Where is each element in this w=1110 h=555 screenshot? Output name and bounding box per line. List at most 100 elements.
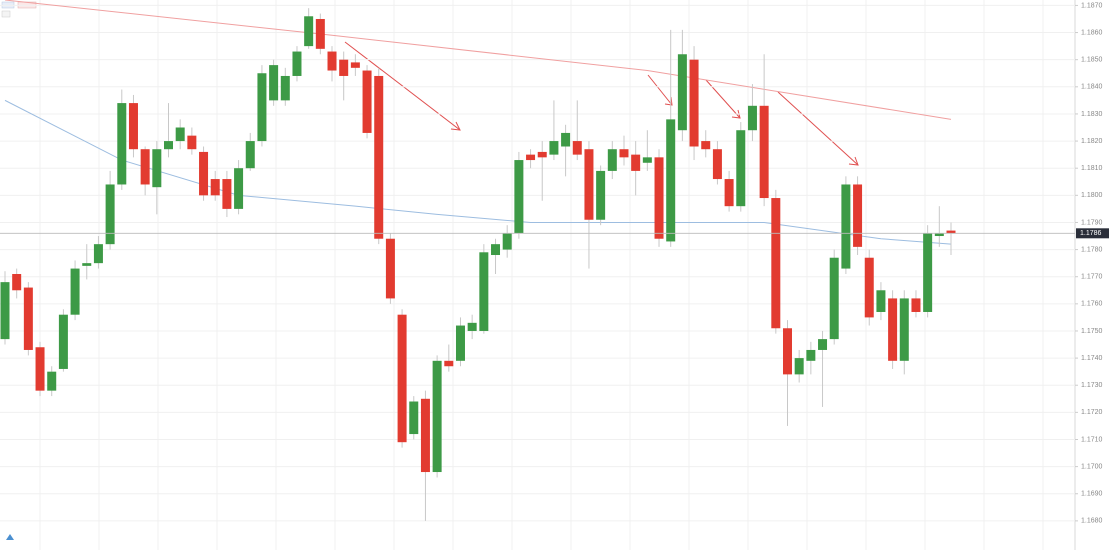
candle-body bbox=[666, 119, 676, 242]
candle-body bbox=[175, 127, 185, 142]
candle-body bbox=[782, 328, 792, 375]
y-tick-label: 1.1830 bbox=[1081, 111, 1103, 118]
candle-body bbox=[58, 314, 68, 369]
y-tick-label: 1.1840 bbox=[1081, 84, 1103, 91]
candle-body bbox=[864, 257, 874, 318]
candle-body bbox=[374, 75, 384, 239]
y-tick-label: 1.1850 bbox=[1081, 57, 1103, 64]
arrow-head bbox=[848, 156, 859, 166]
candle-body bbox=[747, 105, 757, 131]
candle-body bbox=[934, 233, 944, 237]
y-tick-label: 1.1730 bbox=[1081, 382, 1103, 389]
candle-body bbox=[467, 322, 477, 331]
candle-body bbox=[82, 263, 92, 266]
candle-body bbox=[514, 160, 524, 234]
candle-body bbox=[70, 268, 80, 315]
y-tick-label: 1.1760 bbox=[1081, 301, 1103, 308]
candle-body bbox=[339, 59, 349, 76]
arrow bbox=[344, 41, 461, 131]
candle-body bbox=[946, 230, 956, 234]
candle-body bbox=[12, 274, 22, 291]
candle-body bbox=[105, 184, 115, 245]
candle-body bbox=[923, 233, 933, 312]
candle-body bbox=[876, 290, 886, 312]
candle-body bbox=[327, 51, 337, 71]
candle-body bbox=[245, 141, 255, 169]
candle-body bbox=[292, 51, 302, 76]
candle-body bbox=[479, 252, 489, 331]
candle-body bbox=[689, 59, 699, 147]
y-tick-label: 1.1800 bbox=[1081, 192, 1103, 199]
candle-body bbox=[911, 298, 921, 312]
arrow bbox=[777, 91, 859, 166]
candle-body bbox=[853, 184, 863, 247]
candle-body bbox=[502, 233, 512, 250]
candle-body bbox=[350, 62, 360, 68]
candle-body bbox=[93, 244, 103, 264]
candle-body bbox=[199, 151, 209, 196]
candle-body bbox=[35, 347, 45, 391]
legend-icon[interactable] bbox=[1, 10, 11, 18]
candle-body bbox=[619, 149, 629, 158]
candle-body bbox=[736, 130, 746, 207]
candle-body bbox=[759, 105, 769, 199]
candle-body bbox=[642, 157, 652, 163]
candle-body bbox=[432, 360, 442, 473]
y-tick-label: 1.1740 bbox=[1081, 355, 1103, 362]
y-tick-label: 1.1820 bbox=[1081, 138, 1103, 145]
y-tick-label: 1.1720 bbox=[1081, 409, 1103, 416]
candle-body bbox=[409, 401, 419, 435]
candle-body bbox=[561, 132, 571, 147]
y-tick-label: 1.1860 bbox=[1081, 29, 1103, 36]
arrow-head bbox=[731, 109, 741, 119]
candle-body bbox=[269, 65, 279, 101]
candle-body bbox=[596, 170, 606, 220]
candle-body bbox=[210, 179, 220, 196]
candle-body bbox=[654, 157, 664, 239]
candle-body bbox=[397, 314, 407, 443]
y-tick-label: 1.1710 bbox=[1081, 436, 1103, 443]
candle-body bbox=[537, 151, 547, 158]
candle-body bbox=[362, 70, 372, 133]
annotations bbox=[344, 41, 859, 166]
candle-body bbox=[491, 244, 501, 256]
candle-body bbox=[771, 198, 781, 329]
candle-body bbox=[607, 149, 617, 171]
candle-body bbox=[584, 149, 594, 220]
candle-body bbox=[47, 371, 57, 391]
candle-body bbox=[385, 238, 395, 299]
candle-body bbox=[806, 349, 816, 361]
candle-body bbox=[794, 358, 804, 375]
candle-body bbox=[315, 18, 325, 49]
candle-body bbox=[304, 16, 314, 47]
candle-body bbox=[444, 360, 454, 367]
candle-body bbox=[164, 141, 174, 150]
y-tick-label: 1.1750 bbox=[1081, 328, 1103, 335]
y-tick-label: 1.1700 bbox=[1081, 463, 1103, 470]
moving-average bbox=[4, 0, 952, 120]
candle-body bbox=[23, 287, 33, 350]
candle-body bbox=[899, 298, 909, 361]
candle-body bbox=[187, 135, 197, 150]
candle-body bbox=[117, 103, 127, 185]
arrow bbox=[647, 74, 673, 106]
y-tick-label: 1.1680 bbox=[1081, 518, 1103, 525]
candle-body bbox=[712, 149, 722, 180]
candle-body bbox=[257, 73, 267, 142]
candle-body bbox=[128, 103, 138, 150]
y-tick-label: 1.1810 bbox=[1081, 165, 1103, 172]
price-label-box bbox=[1076, 228, 1109, 239]
candle-body bbox=[677, 54, 687, 131]
candle-body bbox=[420, 398, 430, 473]
candle-body bbox=[280, 75, 290, 101]
candle-body bbox=[631, 154, 641, 171]
price-label: 1.1786 bbox=[1080, 230, 1102, 237]
candle-body bbox=[152, 149, 162, 188]
candle-body bbox=[526, 154, 536, 161]
candle-body bbox=[572, 141, 582, 155]
y-tick-label: 1.1690 bbox=[1081, 491, 1103, 498]
candle-body bbox=[234, 168, 244, 209]
